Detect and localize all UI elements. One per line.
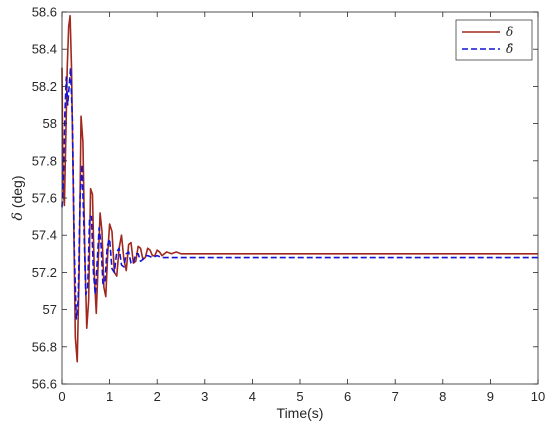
y-axis-label-symbol: δ: [10, 212, 26, 220]
y-tick-label: 57.8: [32, 153, 57, 168]
y-tick-label: 58: [43, 116, 57, 131]
x-axis-ticks: 0 1 2 3 4 5 6 7 8 9 10: [58, 12, 545, 404]
x-tick-label: 10: [531, 389, 545, 404]
y-tick-label: 57.6: [32, 191, 57, 206]
series-layer: [61, 14, 538, 363]
plot-area: [62, 12, 538, 384]
series-line-1: [61, 14, 538, 363]
y-tick-label: 57.4: [32, 228, 57, 243]
y-tick-label: 56.6: [32, 377, 57, 392]
y-axis-ticks: 56.6 56.8 57 57.2 57.4 57.6 57.8 58 58.2 58.4 58.6: [32, 5, 538, 392]
y-tick-label: 58.4: [32, 42, 57, 57]
x-tick-label: 6: [344, 389, 351, 404]
legend-box: [455, 19, 533, 61]
x-tick-label: 2: [154, 389, 161, 404]
legend: δ δ̂: [455, 19, 533, 61]
y-axis-label-unit: (deg): [9, 175, 25, 212]
x-tick-label: 9: [487, 389, 494, 404]
y-tick-label: 57: [43, 302, 57, 317]
x-axis-label: Time(s): [277, 405, 324, 421]
legend-label-1: δ: [506, 25, 513, 39]
series-line-2: [61, 67, 538, 320]
x-tick-label: 4: [249, 389, 256, 404]
x-tick-label: 1: [106, 389, 113, 404]
y-tick-label: 58.6: [32, 5, 57, 20]
y-tick-label: 58.2: [32, 79, 57, 94]
y-tick-label: 57.2: [32, 265, 57, 280]
x-tick-label: 0: [58, 389, 65, 404]
y-axis-label: δ (deg): [9, 175, 26, 220]
x-tick-label: 5: [296, 389, 303, 404]
x-tick-label: 7: [392, 389, 399, 404]
y-tick-label: 56.8: [32, 339, 57, 354]
plot-background: [62, 12, 538, 384]
legend-label-2: δ̂: [506, 42, 513, 56]
x-tick-label: 3: [201, 389, 208, 404]
x-tick-label: 8: [439, 389, 446, 404]
